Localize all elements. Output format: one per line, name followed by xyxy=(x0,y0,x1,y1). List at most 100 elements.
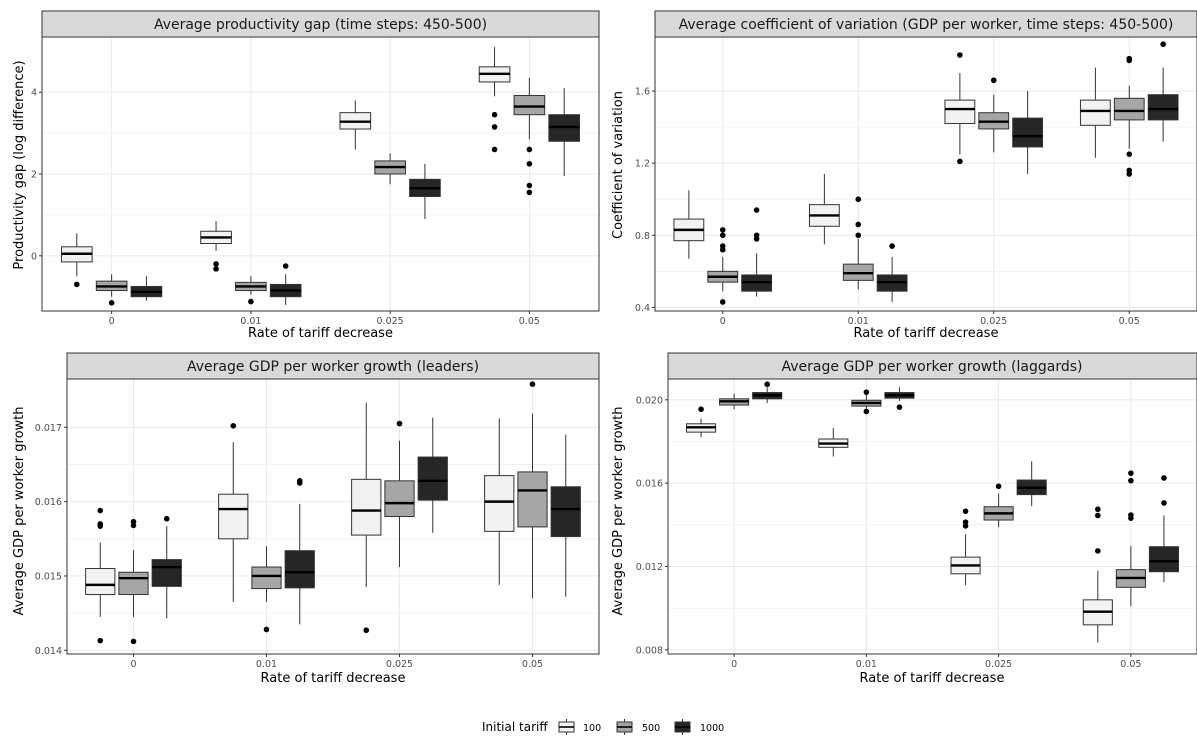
panel-border xyxy=(654,36,1197,312)
box-1000-0.025 xyxy=(417,417,448,533)
outlier-point xyxy=(248,298,254,305)
outlier-point xyxy=(491,146,498,153)
x-tick-label: 0 xyxy=(130,659,136,670)
y-tick-label: 4 xyxy=(31,88,37,99)
panel-coefficient-of-variation: Average coefficient of variation (GDP pe… xyxy=(611,10,1197,341)
box-1000-0.05 xyxy=(1148,475,1179,583)
box-1000-0 xyxy=(151,515,182,619)
plot-area: 0.008 0.012 0.016 0.020 0 0.01 0.025 0.05 xyxy=(636,378,1197,670)
box-body xyxy=(1079,99,1111,126)
outlier-point xyxy=(995,483,1002,490)
plot-background xyxy=(668,379,1197,654)
box-500-0 xyxy=(118,518,149,645)
y-tick-label: 0.016 xyxy=(636,479,663,490)
outlier-point xyxy=(491,111,498,118)
outlier-point xyxy=(753,236,760,242)
plot-area: 0.4 0.8 1.2 1.6 0 0.01 0.025 0.05 xyxy=(635,36,1197,327)
box-body xyxy=(1148,546,1179,573)
y-tick-label: 0.014 xyxy=(35,646,62,657)
outlier-point xyxy=(1095,506,1101,513)
box-1000-0 xyxy=(130,276,163,301)
box-500-0 xyxy=(95,274,128,306)
panel-border xyxy=(41,36,600,312)
outlier-point xyxy=(396,420,403,427)
y-axis-title: Average GDP per worker growth xyxy=(12,406,27,615)
y-tick-label: 0 xyxy=(31,251,37,262)
x-tick-label: 0.025 xyxy=(980,316,1007,327)
panel-strip xyxy=(41,10,600,38)
outlier-point xyxy=(97,507,104,514)
panel-leaders-growth: Average GDP per worker growth (leaders) … xyxy=(12,352,600,686)
y-tick-label: 0.008 xyxy=(636,645,663,656)
box-body xyxy=(550,486,581,538)
box-500-0.01 xyxy=(842,196,874,290)
x-tick-label: 0.025 xyxy=(377,316,404,327)
box-1000-0.05 xyxy=(1147,41,1179,142)
outlier-point xyxy=(753,207,760,213)
box-100-0.01 xyxy=(818,427,849,457)
panel-title: Average GDP per worker growth (laggards) xyxy=(782,359,1083,375)
y-axis-title: Coefficient of variation xyxy=(611,91,626,239)
x-axis-title: Rate of tariff decrease xyxy=(854,326,999,341)
outlier-point xyxy=(1126,57,1133,64)
box-100-0 xyxy=(686,406,717,438)
outlier-point xyxy=(1161,475,1167,481)
y-axis-title: Average GDP per worker growth xyxy=(611,406,626,615)
x-axis-title: Rate of tariff decrease xyxy=(860,671,1005,686)
outlier-point xyxy=(1128,515,1134,521)
box-100-0 xyxy=(673,190,705,259)
outlier-point xyxy=(363,627,370,634)
box-1000-0.025 xyxy=(1016,461,1047,507)
box-500-0.025 xyxy=(374,153,406,185)
box-body xyxy=(351,478,382,536)
legend-item-500: 500 xyxy=(616,719,660,735)
x-tick-label: 0 xyxy=(720,316,726,327)
box-100-0.025 xyxy=(950,508,981,586)
box-1000-0.01 xyxy=(284,478,315,625)
y-tick-label: 0.016 xyxy=(35,497,62,508)
outlier-point xyxy=(962,508,969,515)
box-500-0.01 xyxy=(235,276,267,305)
outlier-point xyxy=(990,77,997,84)
outlier-point xyxy=(282,263,289,269)
box-body xyxy=(1012,117,1044,148)
x-tick-label: 0.025 xyxy=(386,659,413,670)
legend-label: 500 xyxy=(642,723,660,734)
outlier-point xyxy=(962,523,969,529)
panel-productivity-gap: Average productivity gap (time steps: 45… xyxy=(12,10,600,341)
outlier-point xyxy=(526,182,533,189)
box-body xyxy=(118,571,149,596)
outlier-point xyxy=(957,52,963,58)
panel-laggards-growth: Average GDP per worker growth (laggards)… xyxy=(611,352,1197,686)
panel-strip xyxy=(654,10,1197,38)
plot-area: 0 2 4 0 0.01 0.025 0.05 xyxy=(31,36,600,327)
x-tick-label: 0.01 xyxy=(240,316,261,327)
plot-area: 0.014 0.015 0.016 0.017 0 0.01 0.025 0.05 xyxy=(35,378,600,670)
box-500-0.025 xyxy=(384,420,415,568)
y-axis-title: Productivity gap (log difference) xyxy=(12,60,27,269)
outlier-point xyxy=(163,515,170,522)
box-100-0.05 xyxy=(478,47,511,153)
box-body xyxy=(1113,97,1145,121)
x-tick-label: 0.01 xyxy=(256,659,277,670)
outlier-point xyxy=(230,423,237,429)
plot-background xyxy=(655,37,1197,311)
panel-title: Average productivity gap (time steps: 45… xyxy=(154,17,487,33)
box-1000-0.05 xyxy=(550,434,581,597)
outlier-point xyxy=(1161,500,1167,506)
y-tick-label: 0.012 xyxy=(636,562,663,573)
box-body xyxy=(85,568,116,596)
box-body xyxy=(1147,94,1179,121)
panel-border xyxy=(66,378,600,655)
box-body xyxy=(151,559,182,587)
y-tick-label: 0.8 xyxy=(635,231,650,242)
box-1000-0.025 xyxy=(1012,91,1044,174)
box-100-0 xyxy=(60,233,93,288)
outlier-point xyxy=(491,124,498,130)
box-body xyxy=(218,493,249,540)
outlier-point xyxy=(296,480,303,486)
box-body xyxy=(417,456,448,501)
box-1000-0.01 xyxy=(269,263,302,305)
x-tick-label: 0.05 xyxy=(522,659,543,670)
